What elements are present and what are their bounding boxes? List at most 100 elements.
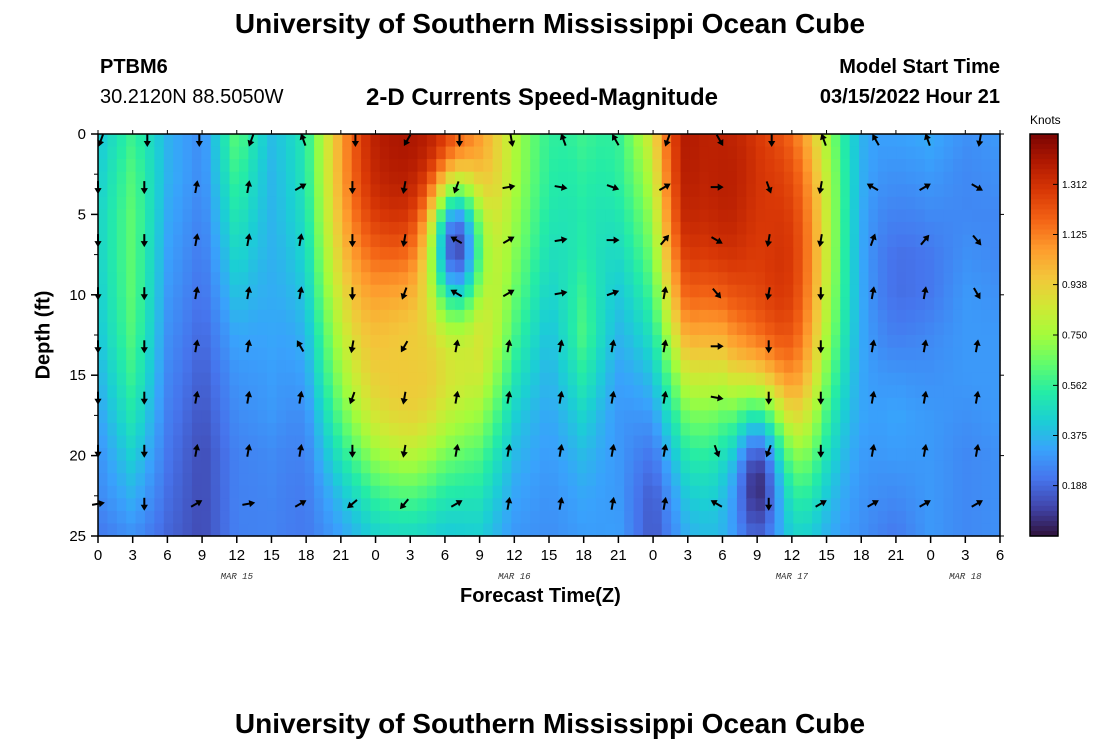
heatmap-cell (361, 385, 372, 399)
heatmap-cell (98, 284, 108, 298)
heatmap-cell (492, 272, 503, 286)
heatmap-cell (624, 234, 635, 248)
heatmap-cell (173, 184, 184, 198)
heatmap-cell (173, 322, 184, 336)
heatmap-cell (276, 259, 287, 273)
heatmap-cell (436, 460, 447, 474)
heatmap-cell (154, 272, 165, 286)
heatmap-cell (182, 498, 193, 512)
heatmap-cell (539, 247, 550, 261)
heatmap-cell (821, 385, 832, 399)
heatmap-cell (821, 360, 832, 374)
heatmap-cell (314, 247, 325, 261)
heatmap-cell (295, 159, 306, 173)
heatmap-cell (906, 184, 917, 198)
heatmap-cell (906, 498, 917, 512)
heatmap-cell (361, 510, 372, 525)
heatmap-cell (699, 309, 710, 324)
heatmap-cell (473, 435, 484, 449)
heatmap-cell (483, 510, 494, 525)
heatmap-cell (971, 259, 982, 273)
heatmap-cell (718, 385, 729, 399)
heatmap-cell (624, 184, 635, 198)
heatmap-cell (492, 196, 503, 210)
heatmap-cell (426, 134, 437, 148)
heatmap-cell (473, 309, 484, 324)
heatmap-cell (342, 347, 353, 361)
heatmap-cell (144, 335, 155, 349)
heatmap-cell (285, 259, 296, 273)
heatmap-cell (520, 397, 531, 411)
heatmap-cell (135, 460, 146, 474)
y-tick-label: 15 (69, 367, 86, 384)
heatmap-cell (191, 360, 202, 374)
heatmap-cell (314, 259, 325, 273)
current-vector-arrow (453, 390, 461, 404)
heatmap-cell (445, 272, 456, 286)
x-tick-label: 18 (298, 547, 315, 564)
heatmap-cell (962, 221, 973, 236)
heatmap-cell (191, 209, 202, 223)
colorbar-segment (1030, 515, 1058, 522)
heatmap-cell (689, 360, 700, 374)
heatmap-cell (718, 473, 729, 487)
heatmap-cell (652, 134, 663, 148)
heatmap-cell (689, 259, 700, 273)
heatmap-cell (793, 498, 804, 512)
heatmap-cell (708, 460, 719, 474)
heatmap-cell (389, 347, 400, 361)
heatmap-cell (793, 234, 804, 248)
heatmap-cell (98, 460, 108, 474)
heatmap-cell (173, 460, 184, 474)
heatmap-cell (539, 196, 550, 210)
heatmap-cell (877, 221, 888, 236)
heatmap-cell (595, 196, 606, 210)
heatmap-cell (107, 171, 118, 185)
heatmap-cell (567, 485, 578, 499)
colorbar-segment (1030, 279, 1058, 286)
heatmap-cell (605, 284, 616, 298)
heatmap-cell (680, 360, 691, 374)
heatmap-cell (661, 322, 672, 336)
heatmap-cell (483, 385, 494, 399)
heatmap-cell (135, 184, 146, 198)
current-vector-arrow (658, 183, 671, 191)
heatmap-cell (859, 309, 870, 324)
heatmap-cell (971, 360, 982, 374)
heatmap-cell (849, 410, 860, 424)
heatmap-cell (473, 259, 484, 273)
heatmap-cell (361, 523, 372, 537)
heatmap-cell (689, 510, 700, 525)
heatmap-cell (680, 171, 691, 185)
heatmap-cell (210, 460, 221, 474)
current-vector-arrow (455, 134, 464, 147)
heatmap-cell (361, 209, 372, 223)
heatmap-cell (990, 272, 1001, 286)
heatmap-cell (257, 523, 268, 537)
current-vector-arrow (711, 236, 723, 244)
heatmap-cell (642, 335, 653, 349)
heatmap-cell (821, 448, 832, 462)
heatmap-cell (220, 146, 231, 160)
heatmap-cell (332, 523, 343, 537)
heatmap-cell (445, 221, 456, 236)
heatmap-cell (821, 171, 832, 185)
heatmap-cell (267, 347, 278, 361)
heatmap-cell (483, 309, 494, 324)
heatmap-cell (295, 372, 306, 386)
heatmap-cell (191, 460, 202, 474)
heatmap-cell (201, 335, 212, 349)
heatmap-cell (539, 473, 550, 487)
heatmap-cell (849, 435, 860, 449)
heatmap-cell (549, 422, 559, 437)
heatmap-cell (821, 234, 832, 248)
heatmap-cell (332, 510, 343, 525)
heatmap-cell (445, 460, 456, 474)
current-vector-arrow (140, 497, 148, 511)
heatmap-cell (285, 209, 296, 223)
heatmap-cell (962, 435, 973, 449)
heatmap-cell (642, 159, 653, 173)
heatmap-cell (765, 523, 776, 537)
heatmap-cell (436, 297, 447, 311)
heatmap-cell (915, 523, 926, 537)
